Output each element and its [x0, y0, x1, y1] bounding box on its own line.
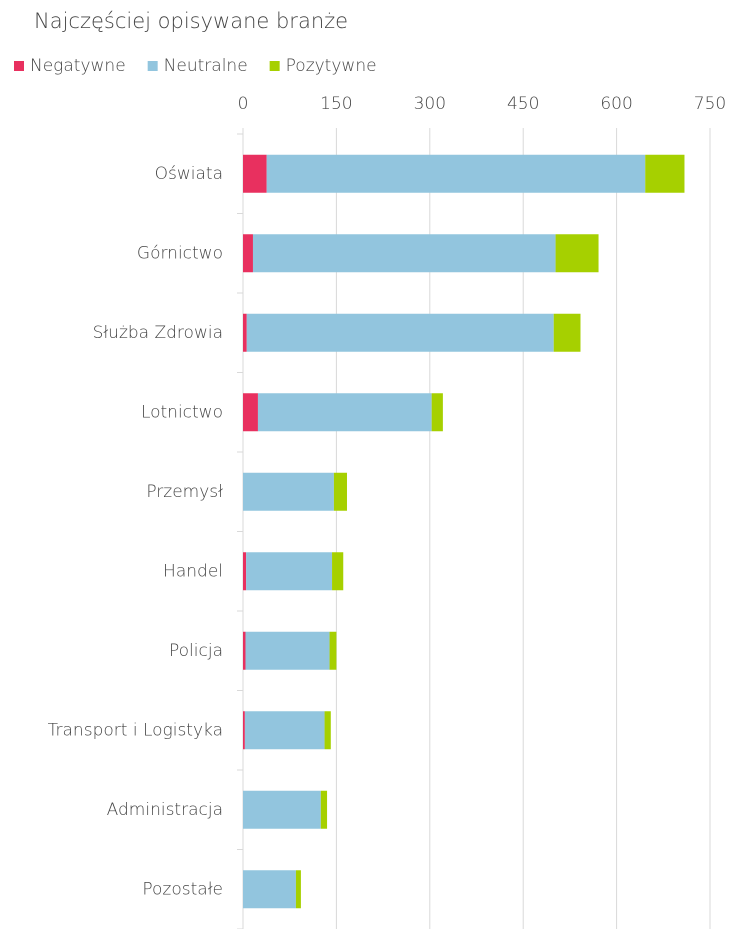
x-tick-label: 750: [694, 94, 726, 114]
y-tick-label: Administracja: [107, 800, 223, 820]
bar-segment: [320, 790, 328, 829]
bar-segment: [555, 234, 599, 273]
y-tick-label: Pozostałe: [142, 879, 223, 899]
bar-segment: [243, 711, 245, 750]
chart-title: Najczęściej opisywane branże: [34, 9, 348, 33]
bar-segment: [243, 234, 253, 273]
bar-segment: [243, 552, 247, 591]
legend-swatch: [147, 61, 158, 71]
y-tick-label: Oświata: [155, 164, 223, 184]
y-tick-label: Służba Zdrowia: [93, 323, 223, 343]
bar-segment: [246, 552, 333, 591]
x-tick-label: 150: [320, 94, 352, 114]
legend-swatch: [14, 61, 24, 71]
x-tick-label: 300: [414, 94, 446, 114]
bar-segment: [243, 631, 246, 670]
bar-segment: [332, 552, 344, 591]
x-tick-label: 0: [238, 94, 249, 114]
bar-segment: [257, 393, 432, 432]
bar-segment: [645, 154, 685, 193]
bar-segment: [243, 790, 321, 829]
bar-segment: [553, 313, 581, 352]
legend-label: Negatywne: [30, 56, 126, 76]
bar-segment: [246, 313, 554, 352]
bar-segment: [329, 631, 337, 670]
legend-swatch: [269, 61, 280, 71]
bar-segment: [244, 711, 325, 750]
y-tick-label: Handel: [163, 561, 223, 581]
y-tick-label: Górnictwo: [137, 243, 223, 263]
bar-segment: [295, 870, 301, 909]
y-tick-label: Lotnictwo: [141, 402, 223, 422]
x-tick-label: 600: [600, 94, 632, 114]
y-tick-label: Transport i Logistyka: [48, 720, 223, 740]
bar-segment: [252, 234, 556, 273]
bar-segment: [324, 711, 331, 750]
y-tick-label: Przemysł: [146, 482, 223, 502]
x-tick-label: 450: [507, 94, 539, 114]
bar-segment: [243, 313, 247, 352]
bar-segment: [243, 154, 267, 193]
bar-segment: [243, 393, 258, 432]
bar-segment: [243, 870, 296, 909]
bar-segment: [333, 472, 347, 511]
legend-label: Neutralne: [164, 56, 248, 76]
bar-segment: [431, 393, 443, 432]
legend-label: Pozytywne: [286, 56, 377, 76]
bar-segment: [243, 472, 334, 511]
bar-segment: [245, 631, 330, 670]
y-tick-label: Policja: [169, 641, 223, 661]
bar-segment: [266, 154, 646, 193]
